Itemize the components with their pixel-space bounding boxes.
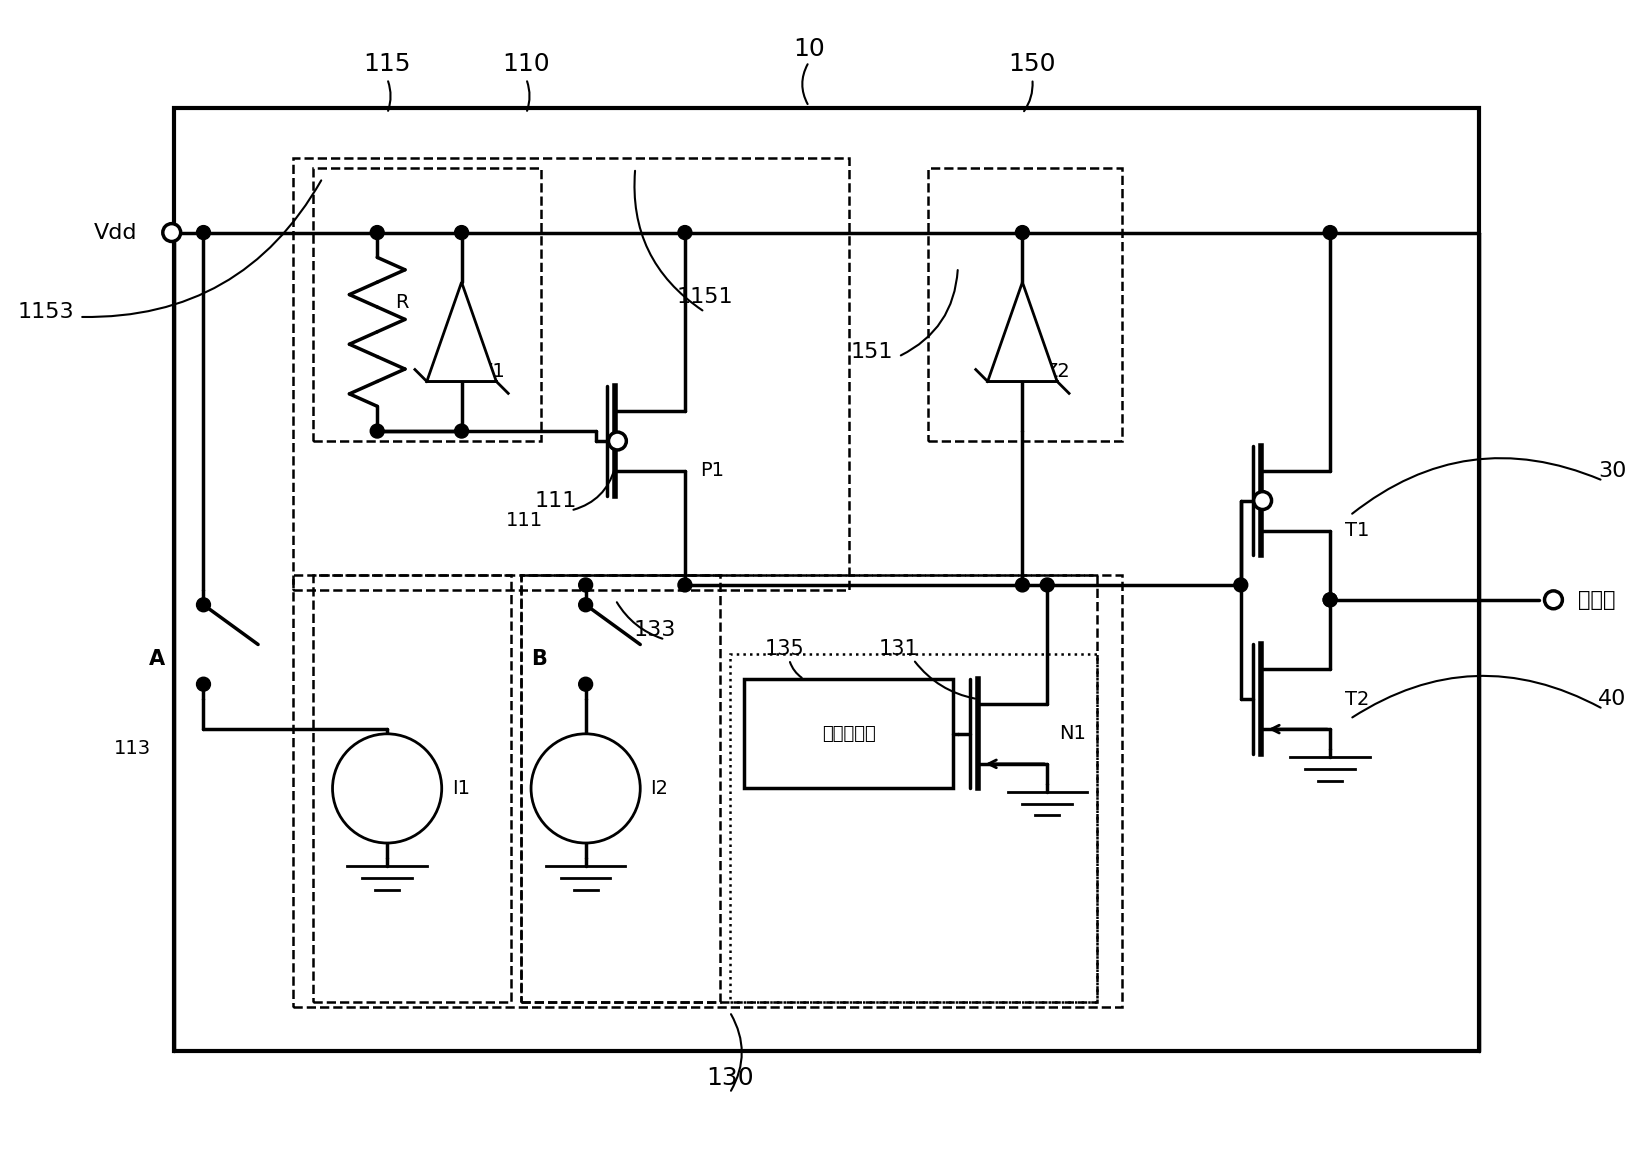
Circle shape <box>1254 492 1272 509</box>
Text: N1: N1 <box>1059 725 1086 743</box>
Circle shape <box>197 598 210 612</box>
Circle shape <box>678 578 691 592</box>
Text: A: A <box>150 650 164 669</box>
Bar <box>730 654 1098 1002</box>
Bar <box>928 168 1122 441</box>
Bar <box>293 158 849 590</box>
Bar <box>174 108 1480 1052</box>
Text: 110: 110 <box>502 52 550 76</box>
Bar <box>312 575 511 1002</box>
Circle shape <box>579 578 592 592</box>
Circle shape <box>1324 593 1337 607</box>
Text: 111: 111 <box>535 491 577 510</box>
Text: Z1: Z1 <box>480 362 506 381</box>
Text: I1: I1 <box>452 779 470 798</box>
Text: 10: 10 <box>793 37 824 61</box>
Circle shape <box>1324 226 1337 240</box>
Text: 40: 40 <box>1598 689 1626 710</box>
Text: 135: 135 <box>764 639 803 659</box>
Circle shape <box>1041 578 1054 592</box>
Circle shape <box>1545 591 1563 608</box>
Circle shape <box>197 226 210 240</box>
Circle shape <box>579 598 592 612</box>
Circle shape <box>1016 226 1029 240</box>
Circle shape <box>1016 578 1029 592</box>
Text: 输出端: 输出端 <box>1579 590 1616 609</box>
Circle shape <box>371 226 384 240</box>
Text: Z2: Z2 <box>1044 362 1070 381</box>
Text: 133: 133 <box>634 620 676 639</box>
Circle shape <box>333 734 442 843</box>
Bar <box>520 575 720 1002</box>
Circle shape <box>1324 593 1337 607</box>
Text: 单触发脉冲: 单触发脉冲 <box>821 725 875 743</box>
Text: 150: 150 <box>1008 52 1055 76</box>
Text: 115: 115 <box>363 52 411 76</box>
Circle shape <box>532 734 641 843</box>
Polygon shape <box>987 282 1057 381</box>
Text: 111: 111 <box>506 511 543 530</box>
Circle shape <box>608 432 626 450</box>
Bar <box>745 680 953 788</box>
Text: I2: I2 <box>650 779 668 798</box>
Circle shape <box>371 424 384 438</box>
Text: 30: 30 <box>1598 461 1626 480</box>
Circle shape <box>455 226 468 240</box>
Text: T1: T1 <box>1345 521 1369 540</box>
Text: R: R <box>395 293 408 311</box>
Text: 1153: 1153 <box>18 302 75 321</box>
Text: 130: 130 <box>706 1067 753 1090</box>
Circle shape <box>579 677 592 691</box>
Circle shape <box>197 677 210 691</box>
Text: Vdd: Vdd <box>94 222 138 243</box>
Text: 131: 131 <box>878 639 919 659</box>
Circle shape <box>1234 578 1247 592</box>
Text: 1151: 1151 <box>676 287 733 308</box>
Circle shape <box>455 424 468 438</box>
Bar <box>312 168 541 441</box>
Bar <box>520 575 1098 1002</box>
Text: T2: T2 <box>1345 690 1369 708</box>
Text: 151: 151 <box>850 342 893 362</box>
Text: 113: 113 <box>114 740 151 758</box>
Polygon shape <box>428 282 496 381</box>
Circle shape <box>163 223 180 242</box>
Bar <box>293 575 1122 1007</box>
Text: B: B <box>532 650 546 669</box>
Circle shape <box>678 226 691 240</box>
Text: P1: P1 <box>699 461 724 480</box>
